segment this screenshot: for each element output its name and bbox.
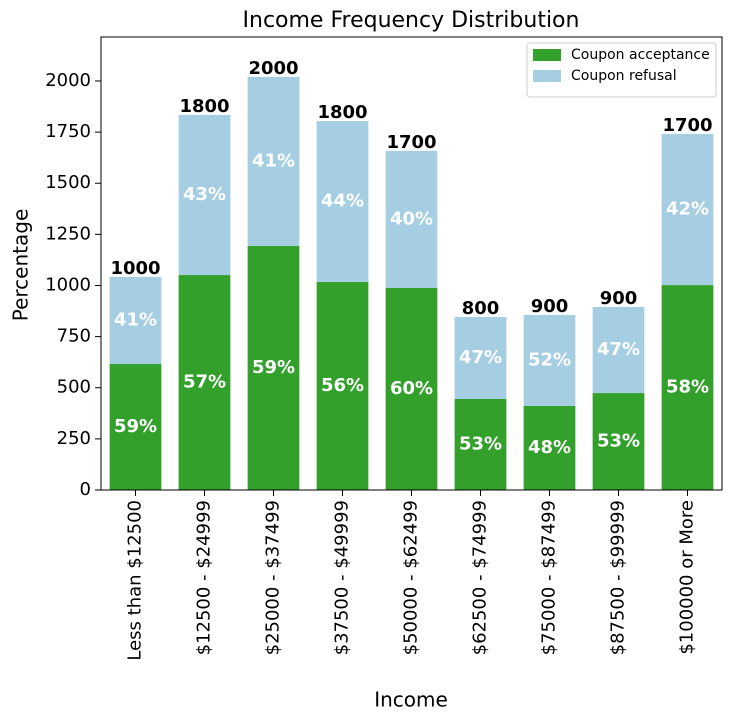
value-label: 60% bbox=[390, 378, 433, 399]
value-label: 52% bbox=[528, 349, 571, 370]
value-label: 53% bbox=[597, 431, 640, 452]
total-label: 900 bbox=[531, 296, 569, 317]
value-label: 43% bbox=[183, 184, 226, 205]
total-label: 1800 bbox=[317, 102, 367, 123]
value-label: 53% bbox=[459, 433, 502, 454]
value-label: 44% bbox=[321, 191, 364, 212]
bar-segment bbox=[385, 287, 438, 490]
x-tick-label: $100000 or More bbox=[677, 500, 698, 655]
bar-segment bbox=[178, 275, 231, 490]
y-tick-label: 750 bbox=[57, 326, 91, 347]
value-label: 56% bbox=[321, 375, 364, 396]
bar-segment bbox=[592, 306, 645, 394]
legend-swatch bbox=[533, 49, 561, 61]
value-label: 57% bbox=[183, 372, 226, 393]
x-tick-label: $75000 - $87499 bbox=[539, 500, 560, 655]
y-axis-label: Percentage bbox=[9, 209, 33, 322]
legend: Coupon acceptance Coupon refusal bbox=[526, 42, 717, 98]
bar-segment bbox=[661, 133, 714, 286]
bar-segment bbox=[247, 76, 300, 247]
value-label: 48% bbox=[528, 437, 571, 458]
legend-label: Coupon acceptance bbox=[571, 47, 710, 63]
y-tick-label: 250 bbox=[57, 428, 91, 449]
value-label: 58% bbox=[666, 377, 709, 398]
x-tick-label: $37500 - $49999 bbox=[332, 500, 353, 655]
bar-segment bbox=[523, 314, 576, 406]
y-tick-label: 1500 bbox=[45, 172, 91, 193]
value-label: 47% bbox=[459, 347, 502, 368]
y-tick-label: 2000 bbox=[45, 70, 91, 91]
bar-segment bbox=[109, 276, 162, 365]
total-label: 800 bbox=[462, 298, 500, 319]
x-tick-label: $62500 - $74999 bbox=[470, 500, 491, 655]
value-label: 41% bbox=[114, 309, 157, 330]
x-axis-label: Income bbox=[374, 688, 448, 712]
bar-segment bbox=[592, 393, 645, 490]
y-tick-label: 500 bbox=[57, 377, 91, 398]
total-label: 1000 bbox=[110, 258, 160, 279]
bar-segment bbox=[109, 364, 162, 490]
plot-frame bbox=[100, 36, 723, 491]
y-tick-label: 1250 bbox=[45, 223, 91, 244]
bar-segment bbox=[178, 114, 231, 276]
total-label: 900 bbox=[600, 288, 638, 309]
bar-segment bbox=[454, 398, 507, 490]
y-tick-label: 0 bbox=[80, 479, 91, 500]
y-tick-label: 1750 bbox=[45, 121, 91, 142]
bar-segment bbox=[316, 282, 369, 490]
bar-segment bbox=[454, 316, 507, 399]
bar-segment bbox=[247, 246, 300, 490]
legend-swatch bbox=[533, 70, 561, 82]
total-label: 1800 bbox=[179, 96, 229, 117]
value-label: 42% bbox=[666, 199, 709, 220]
bar-segment bbox=[316, 121, 369, 283]
bar-segment bbox=[661, 285, 714, 490]
value-label: 40% bbox=[390, 208, 433, 229]
x-tick-label: $12500 - $24999 bbox=[194, 500, 215, 655]
value-label: 59% bbox=[252, 357, 295, 378]
total-label: 1700 bbox=[662, 115, 712, 136]
value-label: 47% bbox=[597, 339, 640, 360]
x-tick-label: Less than $12500 bbox=[125, 500, 146, 661]
value-label: 59% bbox=[114, 416, 157, 437]
legend-label: Coupon refusal bbox=[571, 68, 677, 84]
legend-box bbox=[526, 42, 717, 98]
bar-segment bbox=[385, 150, 438, 288]
chart-title: Income Frequency Distribution bbox=[243, 8, 580, 33]
x-tick-label: $50000 - $62499 bbox=[401, 500, 422, 655]
value-label: 41% bbox=[252, 150, 295, 171]
total-label: 1700 bbox=[386, 132, 436, 153]
y-tick-label: 1000 bbox=[45, 274, 91, 295]
x-tick-label: $87500 - $99999 bbox=[608, 500, 629, 655]
total-label: 2000 bbox=[248, 58, 298, 79]
bar-segment bbox=[523, 405, 576, 490]
x-tick-label: $25000 - $37499 bbox=[263, 500, 284, 655]
